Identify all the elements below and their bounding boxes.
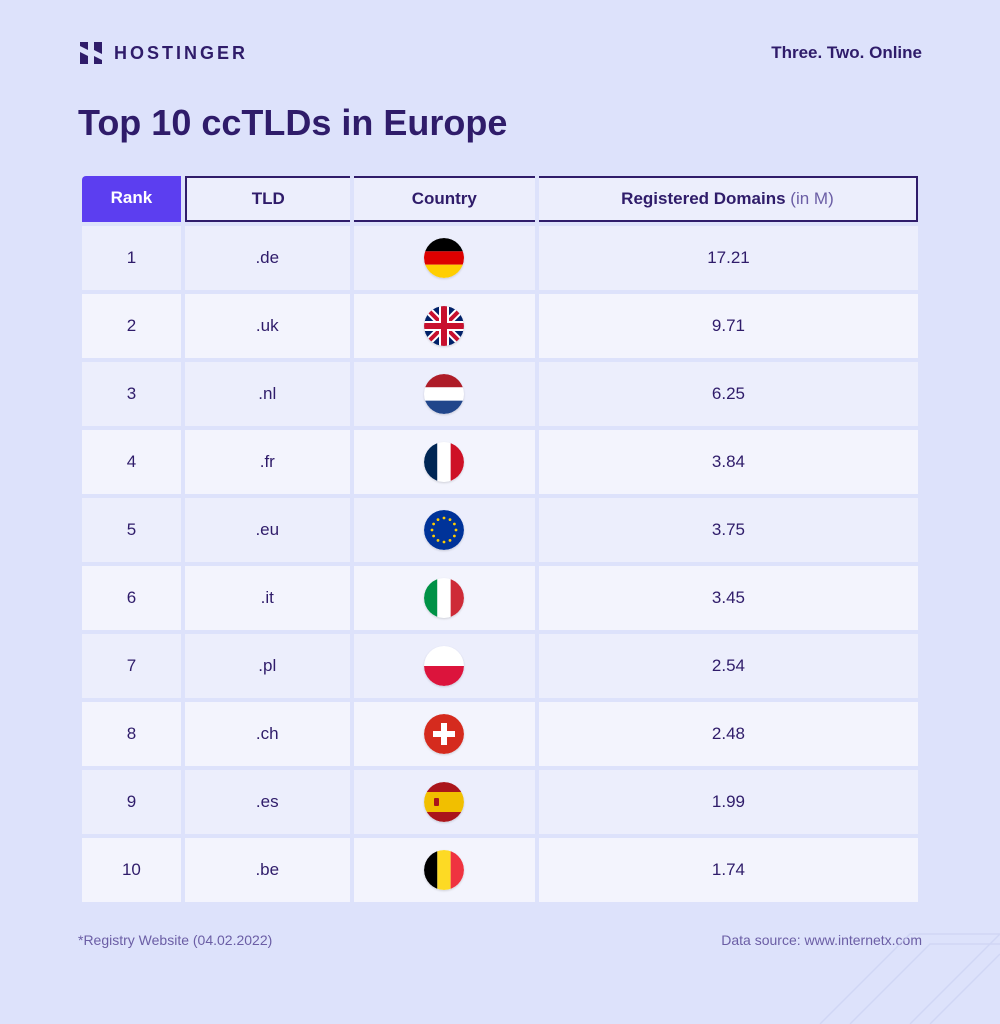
cell-rank: 1 bbox=[82, 226, 181, 290]
footer: *Registry Website (04.02.2022) Data sour… bbox=[78, 932, 922, 948]
column-header-domains-label: Registered Domains bbox=[621, 189, 785, 208]
be-flag-icon bbox=[424, 850, 464, 890]
table-row: 1.de 17.21 bbox=[82, 226, 918, 290]
cell-domains: 17.21 bbox=[539, 226, 918, 290]
table-row: 10.be 1.74 bbox=[82, 838, 918, 902]
cell-rank: 6 bbox=[82, 566, 181, 630]
cell-tld: .fr bbox=[185, 430, 350, 494]
pl-flag-icon bbox=[424, 646, 464, 686]
cell-tld: .ch bbox=[185, 702, 350, 766]
cell-domains: 3.84 bbox=[539, 430, 918, 494]
cell-rank: 3 bbox=[82, 362, 181, 426]
cell-country bbox=[354, 362, 535, 426]
table-row: 4.fr 3.84 bbox=[82, 430, 918, 494]
cell-country bbox=[354, 838, 535, 902]
footer-source: Data source: www.internetx.com bbox=[721, 932, 922, 948]
cell-country bbox=[354, 566, 535, 630]
cell-rank: 9 bbox=[82, 770, 181, 834]
column-header-rank: Rank bbox=[82, 176, 181, 222]
cell-country bbox=[354, 702, 535, 766]
table-row: 9.es 1.99 bbox=[82, 770, 918, 834]
es-flag-icon bbox=[424, 782, 464, 822]
table-row: 2.uk 9.71 bbox=[82, 294, 918, 358]
brand-logo: HOSTINGER bbox=[78, 40, 248, 66]
cell-domains: 9.71 bbox=[539, 294, 918, 358]
cell-country bbox=[354, 634, 535, 698]
cell-tld: .be bbox=[185, 838, 350, 902]
cell-country bbox=[354, 498, 535, 562]
cell-domains: 2.48 bbox=[539, 702, 918, 766]
brand-tagline: Three. Two. Online bbox=[771, 43, 922, 63]
cell-tld: .eu bbox=[185, 498, 350, 562]
cell-tld: .uk bbox=[185, 294, 350, 358]
footer-note: *Registry Website (04.02.2022) bbox=[78, 932, 272, 948]
cell-rank: 5 bbox=[82, 498, 181, 562]
cell-country bbox=[354, 294, 535, 358]
eu-flag-icon bbox=[424, 510, 464, 550]
cell-tld: .pl bbox=[185, 634, 350, 698]
cctld-table: Rank TLD Country Registered Domains (in … bbox=[78, 172, 922, 906]
cell-tld: .es bbox=[185, 770, 350, 834]
header: HOSTINGER Three. Two. Online bbox=[78, 40, 922, 66]
cell-tld: .it bbox=[185, 566, 350, 630]
cell-country bbox=[354, 226, 535, 290]
cell-domains: 2.54 bbox=[539, 634, 918, 698]
cell-rank: 7 bbox=[82, 634, 181, 698]
hostinger-logo-icon bbox=[78, 40, 104, 66]
table-row: 6.it 3.45 bbox=[82, 566, 918, 630]
cell-domains: 3.45 bbox=[539, 566, 918, 630]
ch-flag-icon bbox=[424, 714, 464, 754]
cell-rank: 10 bbox=[82, 838, 181, 902]
page-title: Top 10 ccTLDs in Europe bbox=[78, 102, 922, 144]
table-row: 8.ch 2.48 bbox=[82, 702, 918, 766]
column-header-domains: Registered Domains (in M) bbox=[539, 176, 918, 222]
table-row: 3.nl 6.25 bbox=[82, 362, 918, 426]
table-row: 5.eu 3.75 bbox=[82, 498, 918, 562]
cell-rank: 8 bbox=[82, 702, 181, 766]
fr-flag-icon bbox=[424, 442, 464, 482]
it-flag-icon bbox=[424, 578, 464, 618]
column-header-country: Country bbox=[354, 176, 535, 222]
cell-rank: 2 bbox=[82, 294, 181, 358]
uk-flag-icon bbox=[424, 306, 464, 346]
cell-country bbox=[354, 430, 535, 494]
table-row: 7.pl 2.54 bbox=[82, 634, 918, 698]
de-flag-icon bbox=[424, 238, 464, 278]
nl-flag-icon bbox=[424, 374, 464, 414]
column-header-domains-unit: (in M) bbox=[790, 189, 833, 208]
cell-tld: .de bbox=[185, 226, 350, 290]
cell-tld: .nl bbox=[185, 362, 350, 426]
column-header-tld: TLD bbox=[185, 176, 350, 222]
cell-country bbox=[354, 770, 535, 834]
cell-domains: 3.75 bbox=[539, 498, 918, 562]
brand-name: HOSTINGER bbox=[114, 43, 248, 64]
cell-rank: 4 bbox=[82, 430, 181, 494]
cell-domains: 1.99 bbox=[539, 770, 918, 834]
cell-domains: 1.74 bbox=[539, 838, 918, 902]
cell-domains: 6.25 bbox=[539, 362, 918, 426]
